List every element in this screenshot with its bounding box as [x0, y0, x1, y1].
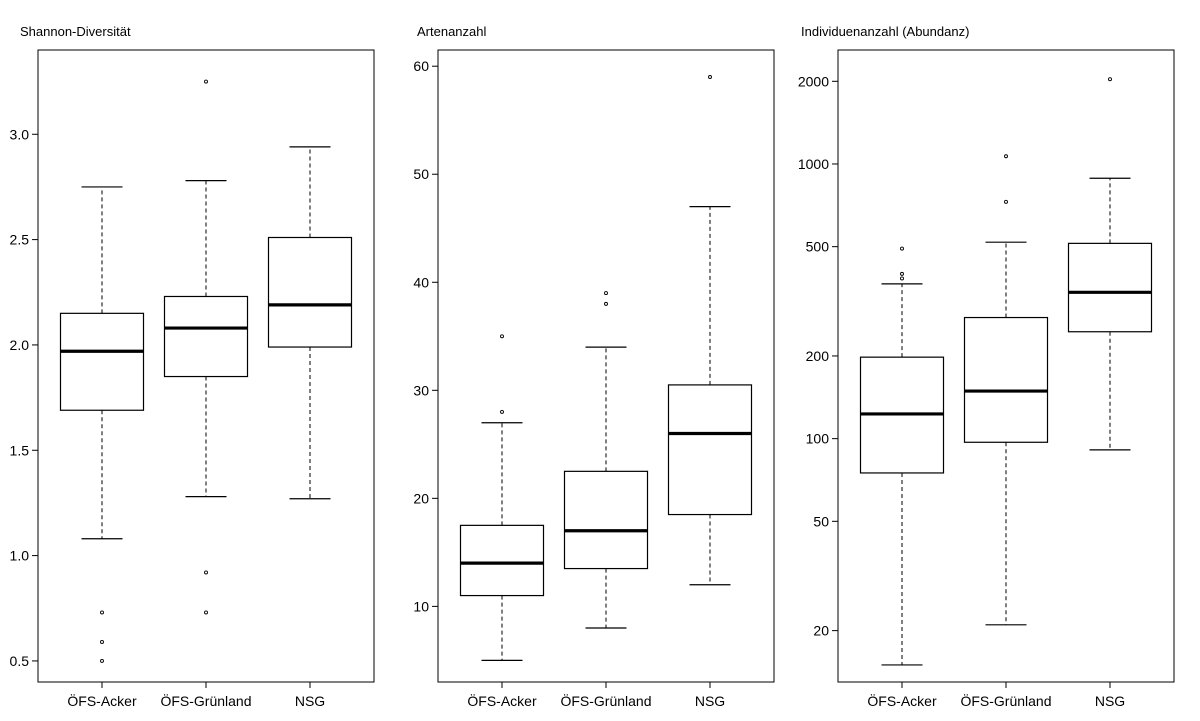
iqr-box: [459, 524, 545, 597]
panel-title: Shannon-Diversität: [20, 24, 131, 39]
x-category-label: ÖFS-Grünland: [560, 692, 651, 709]
outlier-point: [900, 276, 904, 281]
outlier-point: [900, 271, 904, 276]
outlier-point: [204, 570, 208, 575]
outlier-point: [1108, 77, 1112, 82]
y-tick-label: 2000: [798, 73, 829, 89]
outlier-point: [500, 409, 504, 414]
y-tick-label: 3.0: [10, 126, 30, 142]
x-category-label: ÖFS-Grünland: [960, 692, 1051, 709]
box-3: [267, 146, 353, 500]
outlier-point: [708, 75, 712, 79]
box-1: [59, 186, 145, 663]
panel-3: Individuenanzahl (Abundanz) 20 50 100 200 500…: [798, 24, 1175, 709]
iqr-box: [1067, 242, 1153, 333]
iqr-box: [163, 295, 249, 378]
x-category-label: ÖFS-Acker: [867, 692, 937, 709]
iqr-box: [667, 384, 753, 516]
iqr-box: [963, 316, 1049, 443]
y-tick-label: 40: [413, 274, 429, 290]
outlier-point: [604, 301, 608, 306]
x-category-label: ÖFS-Grünland: [160, 692, 251, 709]
y-tick-label: 200: [806, 348, 830, 364]
y-tick-label: 1.5: [10, 442, 30, 458]
x-category-label: ÖFS-Acker: [67, 692, 137, 709]
x-category-label: ÖFS-Acker: [467, 692, 537, 709]
outlier-point: [500, 334, 504, 339]
y-tick-label: 1000: [798, 156, 829, 172]
iqr-box: [59, 312, 145, 411]
y-tick-label: 60: [413, 58, 429, 74]
box-1: [459, 334, 545, 661]
y-tick-label: 100: [806, 431, 830, 447]
box-2: [163, 79, 249, 615]
outlier-point: [100, 640, 104, 644]
y-tick-label: 50: [413, 166, 429, 182]
outlier-point: [204, 79, 208, 84]
outlier-point: [604, 291, 608, 296]
panel-1: Shannon-Diversität 0.5 1.0 1.5 2.0 2.5 3.0 ÖFS-…: [10, 24, 375, 709]
box-2: [563, 291, 649, 629]
panel-title: Individuenanzahl (Abundanz): [801, 24, 969, 39]
outlier-point: [1004, 199, 1008, 204]
y-tick-label: 10: [413, 598, 429, 614]
y-tick-label: 50: [813, 513, 829, 529]
iqr-box: [267, 236, 353, 348]
panel-2: Artenanzahl 10 20 30 40 50 60 ÖFS-Acker ÖFS-Grün…: [413, 24, 775, 709]
y-tick-label: 2.0: [10, 337, 30, 353]
outlier-point: [204, 610, 208, 615]
y-tick-label: 1.0: [10, 548, 30, 564]
y-tick-label: 30: [413, 382, 429, 398]
y-tick-label: 20: [413, 490, 429, 506]
outlier-point: [100, 658, 104, 663]
x-category-label: NSG: [695, 693, 725, 709]
box-3: [1067, 77, 1153, 451]
y-tick-label: 500: [806, 239, 830, 255]
outlier-point: [1004, 154, 1008, 159]
panel-title: Artenanzahl: [417, 24, 486, 39]
outlier-point: [900, 246, 904, 251]
box-2: [963, 154, 1049, 626]
iqr-box: [563, 470, 649, 570]
y-tick-label: 0.5: [10, 653, 30, 669]
outlier-point: [100, 610, 104, 615]
x-category-label: NSG: [295, 693, 325, 709]
y-tick-label: 20: [813, 623, 829, 639]
box-1: [859, 246, 945, 666]
box-3: [667, 75, 753, 586]
y-tick-label: 2.5: [10, 232, 30, 248]
x-category-label: NSG: [1095, 693, 1125, 709]
